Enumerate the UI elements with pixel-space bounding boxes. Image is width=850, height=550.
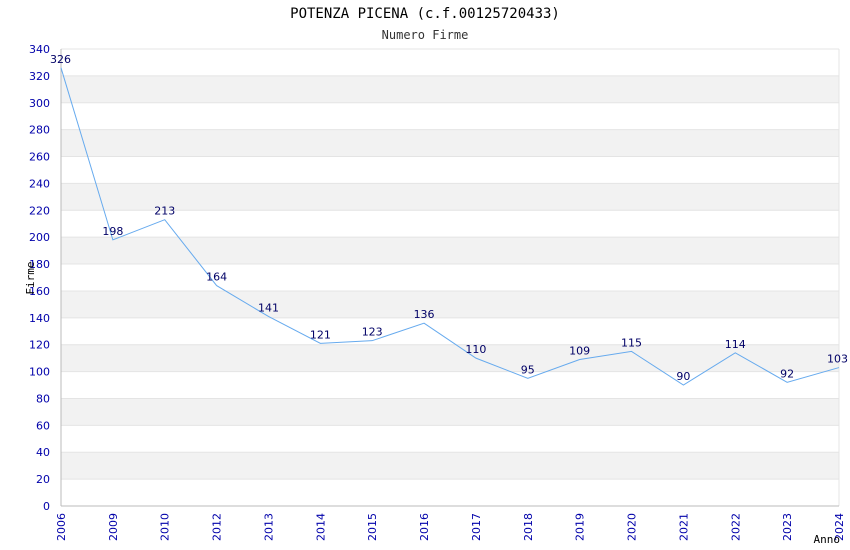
x-tick-label: 2016: [418, 513, 431, 541]
grid-band: [61, 452, 839, 480]
series-line: [60, 67, 840, 386]
y-axis-label: Firme: [24, 261, 37, 294]
data-label: 109: [569, 344, 590, 357]
y-tick-label: 320: [29, 70, 50, 83]
x-tick-label: 2012: [211, 513, 224, 541]
grid-lines: [61, 48, 840, 507]
y-tick-label: 40: [36, 446, 50, 459]
data-label: 164: [206, 271, 227, 284]
grid-band: [61, 398, 839, 426]
y-tick-label: 0: [43, 500, 50, 513]
x-tick-label: 2024: [833, 513, 846, 541]
grid-band: [61, 75, 839, 103]
y-tick-label: 120: [29, 339, 50, 352]
y-tick-label: 300: [29, 97, 50, 110]
data-label: 121: [310, 328, 331, 341]
x-tick-labels: 2006 2009 2010 2012 2013 2014 2015 2016 2017 2018…: [55, 513, 846, 541]
x-tick-label: 2021: [677, 513, 690, 541]
grid-band: [61, 183, 839, 211]
data-label: 114: [725, 338, 746, 351]
y-tick-label: 20: [36, 473, 50, 486]
y-tick-label: 100: [29, 366, 50, 379]
data-label: 198: [102, 225, 123, 238]
data-label: 213: [154, 205, 175, 218]
y-tick-label: 140: [29, 312, 50, 325]
data-label: 90: [676, 370, 690, 383]
y-tick-label: 280: [29, 124, 50, 137]
data-label: 136: [414, 308, 435, 321]
x-tick-label: 2014: [314, 513, 327, 541]
grid-band: [61, 290, 839, 318]
x-tick-label: 2023: [781, 513, 794, 541]
grid-band: [61, 344, 839, 372]
chart-title: POTENZA PICENA (c.f.00125720433): [290, 6, 560, 22]
data-label: 110: [465, 343, 486, 356]
data-label: 103: [827, 353, 848, 366]
y-tick-label: 240: [29, 177, 50, 190]
x-tick-label: 2009: [107, 513, 120, 541]
grid-bands: [61, 75, 839, 480]
x-tick-label: 2017: [470, 513, 483, 541]
data-label: 123: [362, 326, 383, 339]
x-tick-label: 2006: [55, 513, 68, 541]
x-tick-label: 2020: [626, 513, 639, 541]
y-tick-label: 340: [29, 43, 50, 56]
data-label: 141: [258, 301, 279, 314]
y-tick-label: 80: [36, 392, 50, 405]
x-tick-label: 2018: [522, 513, 535, 541]
x-tick-label: 2019: [574, 513, 587, 541]
data-label: 92: [780, 367, 794, 380]
data-labels: 326 198 213 164 141 121 123 136 110 95 109 115 90 114…: [50, 53, 848, 383]
x-axis-label: Anno: [814, 533, 841, 546]
grid-band: [61, 129, 839, 157]
y-tick-label: 200: [29, 231, 50, 244]
y-tick-label: 180: [29, 258, 50, 271]
data-label: 115: [621, 336, 642, 349]
data-label: 95: [521, 363, 535, 376]
x-tick-label: 2010: [159, 513, 172, 541]
data-label: 326: [50, 53, 71, 66]
x-tick-label: 2015: [366, 513, 379, 541]
y-tick-labels: 0 20 40 60 80 100 120 140 160 180 200 220 240 260 280 3…: [29, 43, 50, 513]
y-tick-label: 220: [29, 204, 50, 217]
chart-subtitle: Numero Firme: [382, 28, 469, 42]
x-tick-label: 2013: [262, 513, 275, 541]
y-tick-label: 60: [36, 419, 50, 432]
y-tick-label: 260: [29, 151, 50, 164]
grid-band: [61, 237, 839, 265]
x-tick-label: 2022: [729, 513, 742, 541]
y-tick-label: 160: [29, 285, 50, 298]
